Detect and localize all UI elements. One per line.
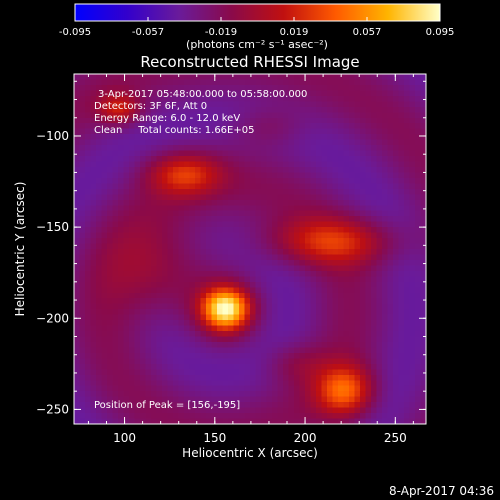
colorbar-tick-label: -0.019 xyxy=(205,27,237,38)
info-energy-range: Energy Range: 6.0 - 12.0 keV xyxy=(94,113,240,124)
colorbar-tick-label: 0.095 xyxy=(426,27,455,38)
x-tick-label: 200 xyxy=(294,431,317,445)
colorbar-tick-label: -0.095 xyxy=(59,27,91,38)
x-tick-label: 100 xyxy=(113,431,136,445)
heatmap xyxy=(74,74,426,424)
peak-position-label: Position of Peak = [156,-195] xyxy=(94,400,240,411)
colorbar: -0.095 -0.057 -0.019 0.019 0.057 0.095 (photo… xyxy=(59,3,454,51)
x-axis-label: Heliocentric X (arcsec) xyxy=(182,446,318,460)
colorbar-tick-label: 0.019 xyxy=(280,27,309,38)
info-detectors: Detectors: 3F 6F, Att 0 xyxy=(94,101,207,112)
y-axis-ticks xyxy=(74,80,426,410)
plot-title: Reconstructed RHESSI Image xyxy=(140,53,359,71)
x-tick-label: 250 xyxy=(384,431,407,445)
y-axis-tick-labels: −100 −150 −200 −250 xyxy=(36,129,69,416)
heatmap-image xyxy=(74,74,426,424)
colorbar-tick-labels: -0.095 -0.057 -0.019 0.019 0.057 0.095 xyxy=(59,27,454,38)
y-tick-label: −150 xyxy=(36,220,69,234)
x-axis-ticks xyxy=(87,74,414,424)
observation-info: 3-Apr-2017 05:48:00.000 to 05:58:00.000 … xyxy=(94,89,307,136)
colorbar-gradient xyxy=(74,3,441,22)
y-axis-label: Heliocentric Y (arcsec) xyxy=(13,182,27,317)
y-tick-label: −250 xyxy=(36,402,69,416)
footer-timestamp: 8-Apr-2017 04:36 xyxy=(389,484,494,498)
info-clean-counts: Clean Total counts: 1.66E+05 xyxy=(94,125,254,136)
y-tick-label: −200 xyxy=(36,311,69,325)
colorbar-tick-label: -0.057 xyxy=(132,27,164,38)
colorbar-tick-label: 0.057 xyxy=(353,27,382,38)
plot-frame xyxy=(73,73,427,425)
info-time-range: 3-Apr-2017 05:48:00.000 to 05:58:00.000 xyxy=(98,89,307,100)
colorbar-unit-label: (photons cm⁻² s⁻¹ asec⁻²) xyxy=(186,38,328,51)
y-tick-label: −100 xyxy=(36,129,69,143)
x-tick-label: 150 xyxy=(203,431,226,445)
colorbar-ticks xyxy=(74,17,441,21)
x-axis-tick-labels: 100 150 200 250 xyxy=(113,431,407,445)
